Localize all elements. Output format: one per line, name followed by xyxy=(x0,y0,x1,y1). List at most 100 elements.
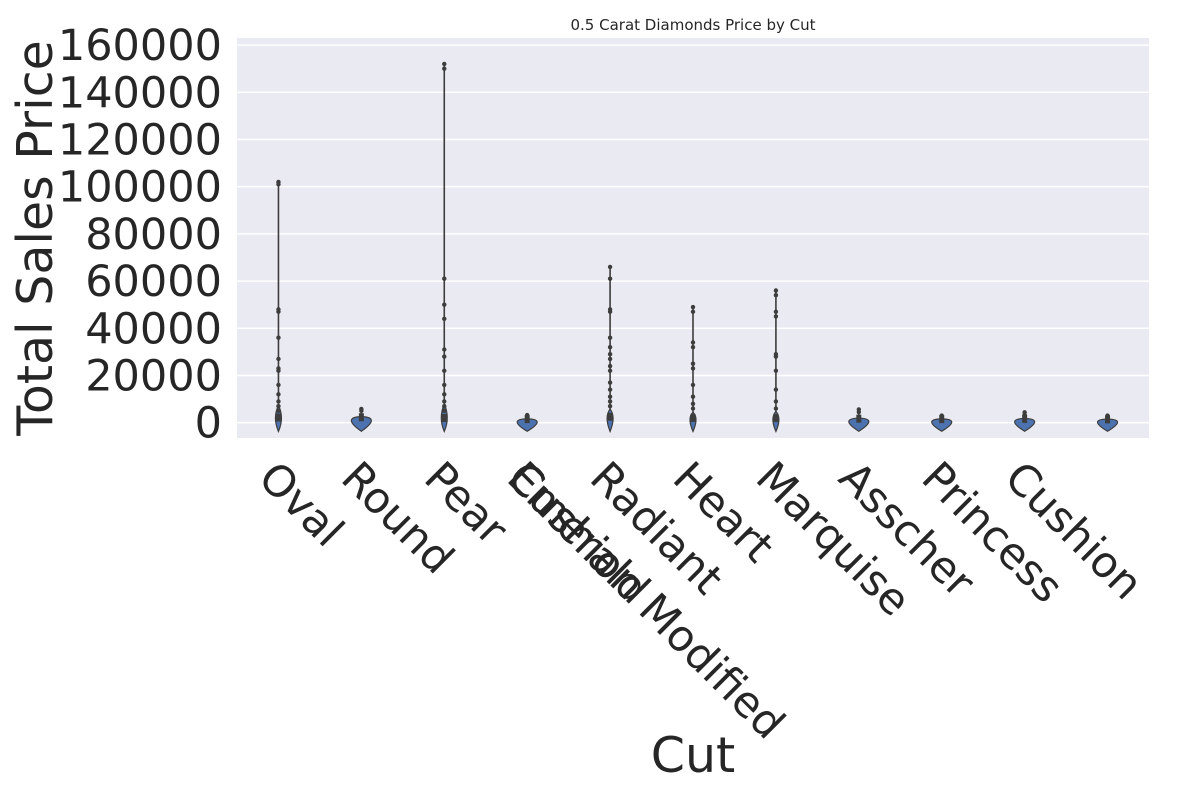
violin-box xyxy=(773,413,779,422)
outlier-point xyxy=(773,406,779,411)
outlier-point xyxy=(607,403,613,409)
outlier-point xyxy=(442,276,447,281)
outlier-point xyxy=(442,382,447,388)
outlier-point xyxy=(939,414,944,420)
outlier-point xyxy=(442,368,447,373)
violin-2 xyxy=(440,61,448,433)
outlier-point xyxy=(276,368,281,373)
violin-4 xyxy=(606,264,614,434)
outlier-point xyxy=(442,316,447,322)
outlier-point xyxy=(773,387,779,392)
violin-box xyxy=(275,413,281,422)
outlier-point xyxy=(773,368,779,373)
violin-body xyxy=(516,418,538,432)
outlier-point xyxy=(276,382,281,388)
outlier-point xyxy=(276,309,281,314)
violin-10 xyxy=(1096,413,1119,432)
outlier-point xyxy=(773,354,779,359)
violin-box xyxy=(358,413,364,422)
outlier-point xyxy=(690,361,696,366)
outlier-point xyxy=(773,288,779,293)
violin-body xyxy=(1096,418,1119,432)
outlier-point xyxy=(442,399,447,404)
outlier-point xyxy=(607,399,613,404)
violin-body xyxy=(350,416,372,432)
y-tick-label: 80000 xyxy=(85,210,222,260)
outlier-point xyxy=(773,399,779,404)
violin-box xyxy=(441,413,447,422)
violins xyxy=(274,61,1119,434)
outlier-point xyxy=(690,366,696,371)
outlier-point xyxy=(359,408,364,414)
outlier-point xyxy=(276,182,281,187)
outlier-point xyxy=(442,347,447,352)
outlier-point xyxy=(607,309,613,314)
y-tick-label: 120000 xyxy=(58,115,222,165)
outlier-point xyxy=(856,409,862,415)
y-tick-label: 100000 xyxy=(58,163,222,213)
violin-box xyxy=(1022,414,1028,423)
outlier-point xyxy=(276,408,281,414)
violin-body xyxy=(848,417,870,432)
violin-body xyxy=(931,418,953,432)
y-axis-label: Total Sales Price xyxy=(7,40,64,437)
y-tick-label: 40000 xyxy=(85,304,222,354)
outlier-point xyxy=(690,309,696,314)
outlier-point xyxy=(607,387,613,392)
violin-box xyxy=(690,413,696,422)
outlier-point xyxy=(690,344,696,350)
violin-1 xyxy=(350,406,372,432)
outlier-point xyxy=(607,363,613,369)
y-tick-label: 160000 xyxy=(58,21,222,71)
violin-3 xyxy=(516,412,538,432)
y-tick-label: 60000 xyxy=(85,257,222,307)
outlier-point xyxy=(607,276,613,281)
outlier-point xyxy=(607,394,613,399)
outlier-point xyxy=(690,304,696,310)
outlier-point xyxy=(442,354,447,359)
violin-0 xyxy=(274,179,283,434)
outlier-point xyxy=(773,314,779,319)
outlier-point xyxy=(276,403,281,409)
violin-5 xyxy=(689,304,697,433)
outlier-point xyxy=(607,352,613,357)
chart-title: 0.5 Carat Diamonds Price by Cut xyxy=(571,16,816,34)
outlier-point xyxy=(690,382,696,388)
outlier-point xyxy=(690,340,696,345)
outlier-point xyxy=(690,406,696,411)
outlier-point xyxy=(607,264,613,270)
outlier-point xyxy=(607,380,613,385)
outlier-point xyxy=(690,394,696,399)
outlier-point xyxy=(442,408,447,414)
y-tick-label: 0 xyxy=(195,399,222,449)
outlier-point xyxy=(276,335,281,340)
y-tick-label: 140000 xyxy=(58,68,222,118)
outlier-point xyxy=(1105,415,1110,420)
y-tick-label: 20000 xyxy=(85,351,222,401)
violin-6 xyxy=(772,288,780,433)
x-axis-label: Cut xyxy=(651,727,735,784)
outlier-point xyxy=(276,399,281,404)
outlier-point xyxy=(276,356,281,362)
outlier-point xyxy=(607,356,613,362)
violin-8 xyxy=(931,413,953,432)
violin-body xyxy=(1014,417,1036,432)
outlier-point xyxy=(607,368,613,373)
outlier-point xyxy=(1022,412,1027,417)
outlier-point xyxy=(607,344,613,350)
y-tick-labels: 0200004000060000800001000001200001400001… xyxy=(58,21,222,449)
violin-9 xyxy=(1014,410,1036,432)
outlier-point xyxy=(524,412,530,418)
outlier-point xyxy=(607,335,613,340)
violin-box xyxy=(524,415,530,424)
outlier-point xyxy=(773,293,779,298)
violin-box xyxy=(607,412,613,421)
violin-7 xyxy=(848,407,870,432)
outlier-point xyxy=(773,309,779,314)
outlier-point xyxy=(442,302,447,307)
violin-box xyxy=(856,414,862,423)
outlier-point xyxy=(442,66,447,71)
outlier-point xyxy=(442,403,447,409)
outlier-point xyxy=(442,392,447,397)
